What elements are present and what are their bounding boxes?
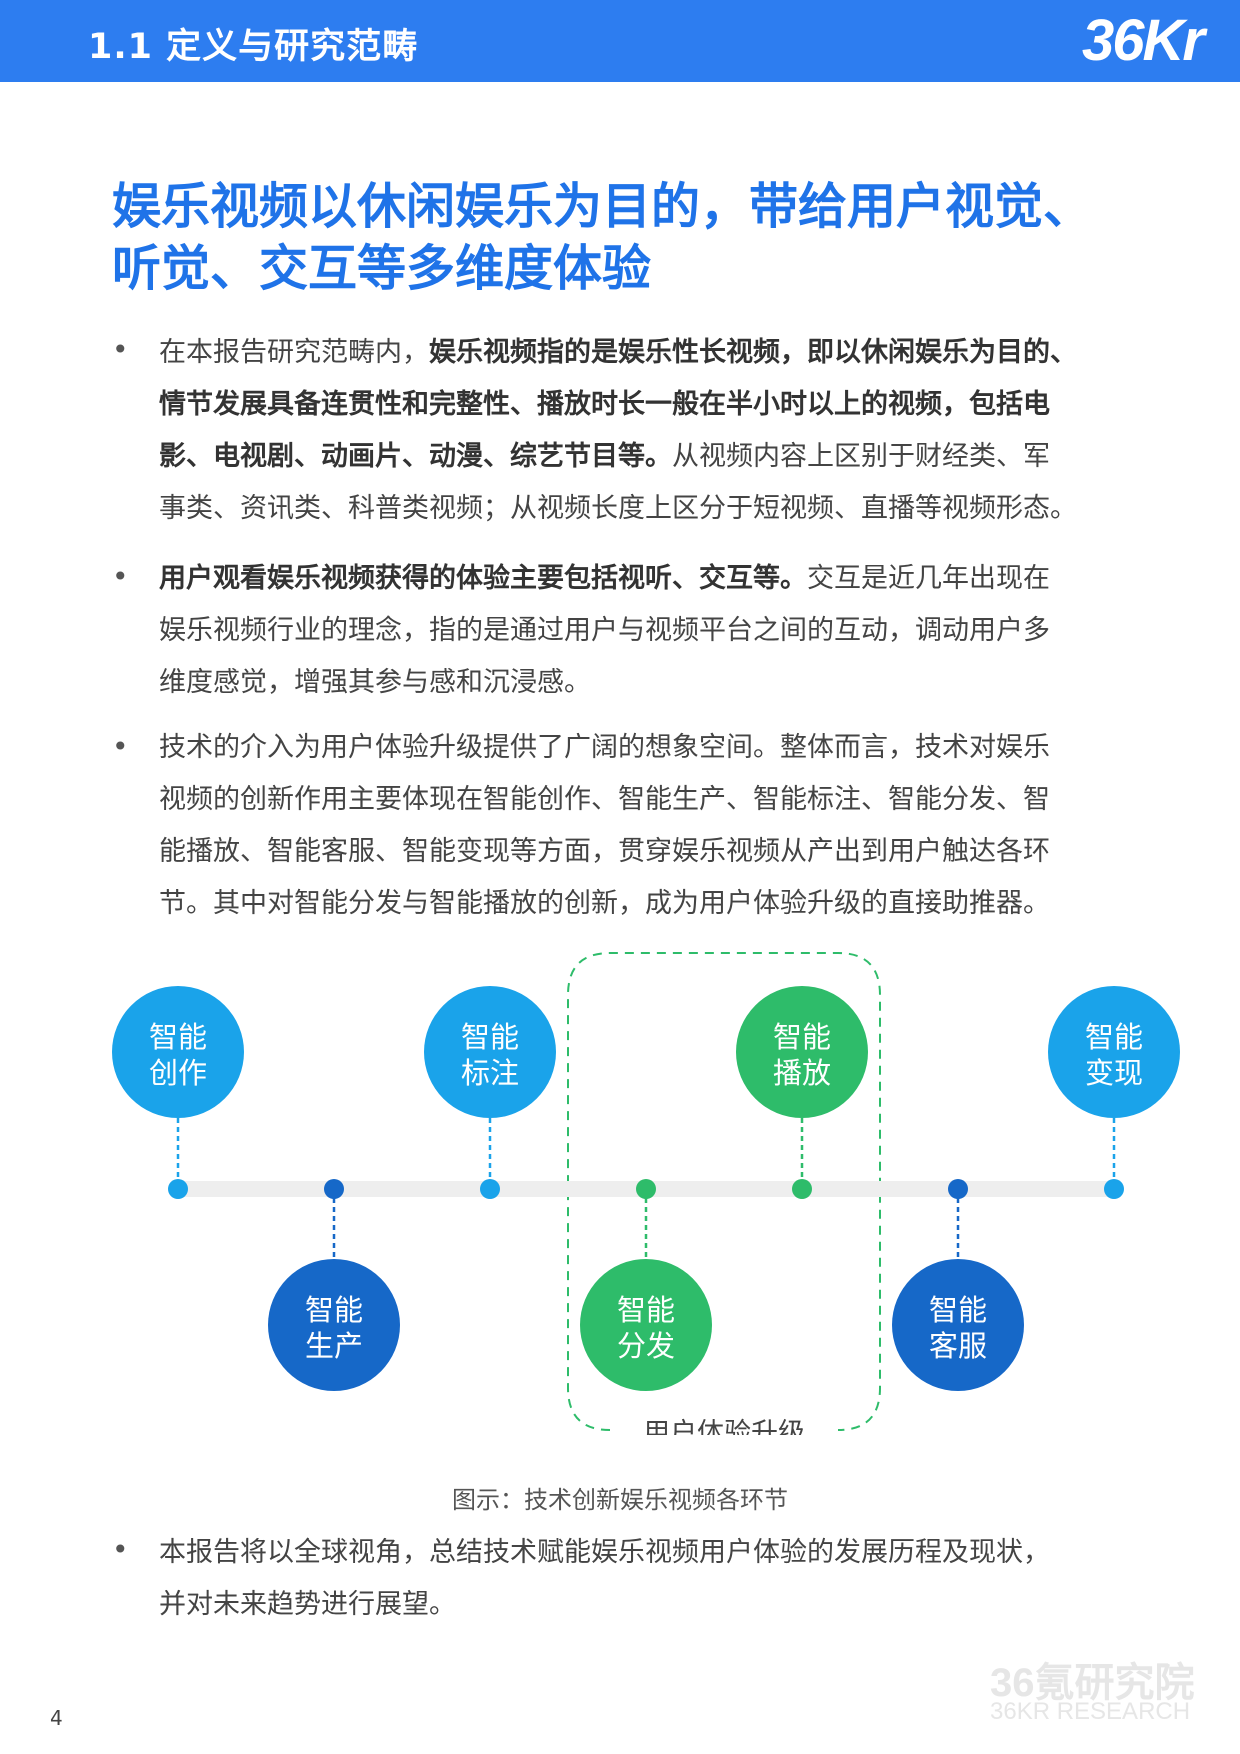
paragraph-line: 能播放、智能客服、智能变现等方面，贯穿娱乐视频从产出到用户触达各环 [159,826,1149,878]
bullet-3: • [112,730,129,763]
node-label-line2: 变现 [1085,1056,1143,1090]
timeline-dot [480,1179,500,1199]
node-label-line2: 分发 [617,1329,675,1363]
node-circle [112,986,244,1118]
paragraph-line: 本报告将以全球视角，总结技术赋能娱乐视频用户体验的发展历程及现状， [159,1527,1149,1579]
paragraph-line: 视频的创新作用主要体现在智能创作、智能生产、智能标注、智能分发、智 [159,774,1149,826]
node-label-line2: 客服 [929,1329,987,1363]
heading-line-2: 听觉、交互等多维度体验 [112,240,652,297]
watermark-cn: 36氪研究院 [990,1661,1195,1705]
section-title: 1.1 定义与研究范畴 [88,27,419,67]
paragraph-outlook: 本报告将以全球视角，总结技术赋能娱乐视频用户体验的发展历程及现状， 并对未来趋势进… [159,1527,1149,1631]
paragraph-line: 技术的介入为用户体验升级提供了广阔的想象空间。整体而言，技术对娱乐 [159,722,1149,774]
body-text: 娱乐视频行业的理念，指的是通过用户与视频平台之间的互动，调动用户多 [159,615,1050,646]
figure-caption: 图示：技术创新娱乐视频各环节 [452,1486,788,1514]
emphasis-text: 情节发展具备连贯性和完整性、播放时长一般在半小时以上的视频，包括电 [159,389,1050,420]
node-label-line1: 智能 [617,1293,675,1327]
body-text: 视频的创新作用主要体现在智能创作、智能生产、智能标注、智能分发、智 [159,784,1050,815]
page-heading: 娱乐视频以休闲娱乐为目的，带给用户视觉、 听觉、交互等多维度体验 [112,176,1132,300]
node-label-line2: 播放 [773,1056,831,1090]
timeline-dot [168,1179,188,1199]
paragraph-experience: 用户观看娱乐视频获得的体验主要包括视听、交互等。交互是近几年出现在娱乐视频行业的… [159,553,1149,709]
body-text: 能播放、智能客服、智能变现等方面，贯穿娱乐视频从产出到用户触达各环 [159,836,1050,867]
node-circle [1048,986,1180,1118]
body-text: 交互是近几年出现在 [807,563,1050,594]
body-text: 并对未来趋势进行展望。 [159,1589,456,1620]
body-text: 在本报告研究范畴内， [159,337,429,368]
page-number: 4 [50,1706,63,1730]
paragraph-line: 影、电视剧、动画片、动漫、综艺节目等。从视频内容上区别于财经类、军 [159,431,1149,483]
node-label-line1: 智能 [461,1020,519,1054]
node-circle [268,1259,400,1391]
timeline-dot [948,1179,968,1199]
node-label-line1: 智能 [1085,1020,1143,1054]
brand-logo: 36Kr [1082,8,1205,73]
body-text: 技术的介入为用户体验升级提供了广阔的想象空间。整体而言，技术对娱乐 [159,732,1050,763]
timeline-dot [1104,1179,1124,1199]
emphasis-text: 影、电视剧、动画片、动漫、综艺节目等。 [159,441,672,472]
timeline-dot [636,1179,656,1199]
body-text: 本报告将以全球视角，总结技术赋能娱乐视频用户体验的发展历程及现状， [159,1537,1050,1568]
node-circle [892,1259,1024,1391]
paragraph-line: 娱乐视频行业的理念，指的是通过用户与视频平台之间的互动，调动用户多 [159,605,1149,657]
node-label-line1: 智能 [773,1020,831,1054]
highlight-label: 用户体验升级 [643,1418,805,1435]
node-circle [580,1259,712,1391]
body-text: 事类、资讯类、科普类视频；从视频长度上区分于短视频、直播等视频形态。 [159,493,1077,524]
highlight-label-gap [614,1418,834,1435]
bullet-2: • [112,560,129,593]
emphasis-text: 用户观看娱乐视频获得的体验主要包括视听、交互等。 [159,563,807,594]
highlight-box-frame [567,952,881,1431]
body-text: 维度感觉，增强其参与感和沉浸感。 [159,667,591,698]
paragraph-line: 事类、资讯类、科普类视频；从视频长度上区分于短视频、直播等视频形态。 [159,483,1149,535]
paragraph-line: 用户观看娱乐视频获得的体验主要包括视听、交互等。交互是近几年出现在 [159,553,1149,605]
timeline-dot [792,1179,812,1199]
node-label-line1: 智能 [929,1293,987,1327]
heading-line-1: 娱乐视频以休闲娱乐为目的，带给用户视觉、 [112,178,1093,235]
timeline-dot [324,1179,344,1199]
node-label-line2: 创作 [149,1056,207,1090]
node-label-line1: 智能 [305,1293,363,1327]
header-bar: 1.1 定义与研究范畴 36Kr [0,0,1240,82]
node-circle [736,986,868,1118]
paragraph-line: 并对未来趋势进行展望。 [159,1579,1149,1631]
node-label-line2: 标注 [461,1056,519,1090]
paragraph-definition: 在本报告研究范畴内，娱乐视频指的是娱乐性长视频，即以休闲娱乐为目的、情节发展具备… [159,327,1149,535]
bullet-4: • [112,1533,129,1566]
node-label-line1: 智能 [149,1020,207,1054]
paragraph-line: 节。其中对智能分发与智能播放的创新，成为用户体验升级的直接助推器。 [159,878,1149,930]
body-text: 从视频内容上区别于财经类、军 [672,441,1050,472]
node-label-line2: 生产 [305,1329,363,1363]
watermark-en: 36KR RESEARCH [990,1698,1191,1725]
node-circle [424,986,556,1118]
bullet-1: • [112,333,129,366]
paragraph-line: 情节发展具备连贯性和完整性、播放时长一般在半小时以上的视频，包括电 [159,379,1149,431]
body-text: 节。其中对智能分发与智能播放的创新，成为用户体验升级的直接助推器。 [159,888,1050,919]
paragraph-line: 在本报告研究范畴内，娱乐视频指的是娱乐性长视频，即以休闲娱乐为目的、 [159,327,1149,379]
paragraph-technology: 技术的介入为用户体验升级提供了广阔的想象空间。整体而言，技术对娱乐 视频的创新作用… [159,722,1149,930]
paragraph-line: 维度感觉，增强其参与感和沉浸感。 [159,657,1149,709]
emphasis-text: 娱乐视频指的是娱乐性长视频，即以休闲娱乐为目的、 [429,337,1077,368]
